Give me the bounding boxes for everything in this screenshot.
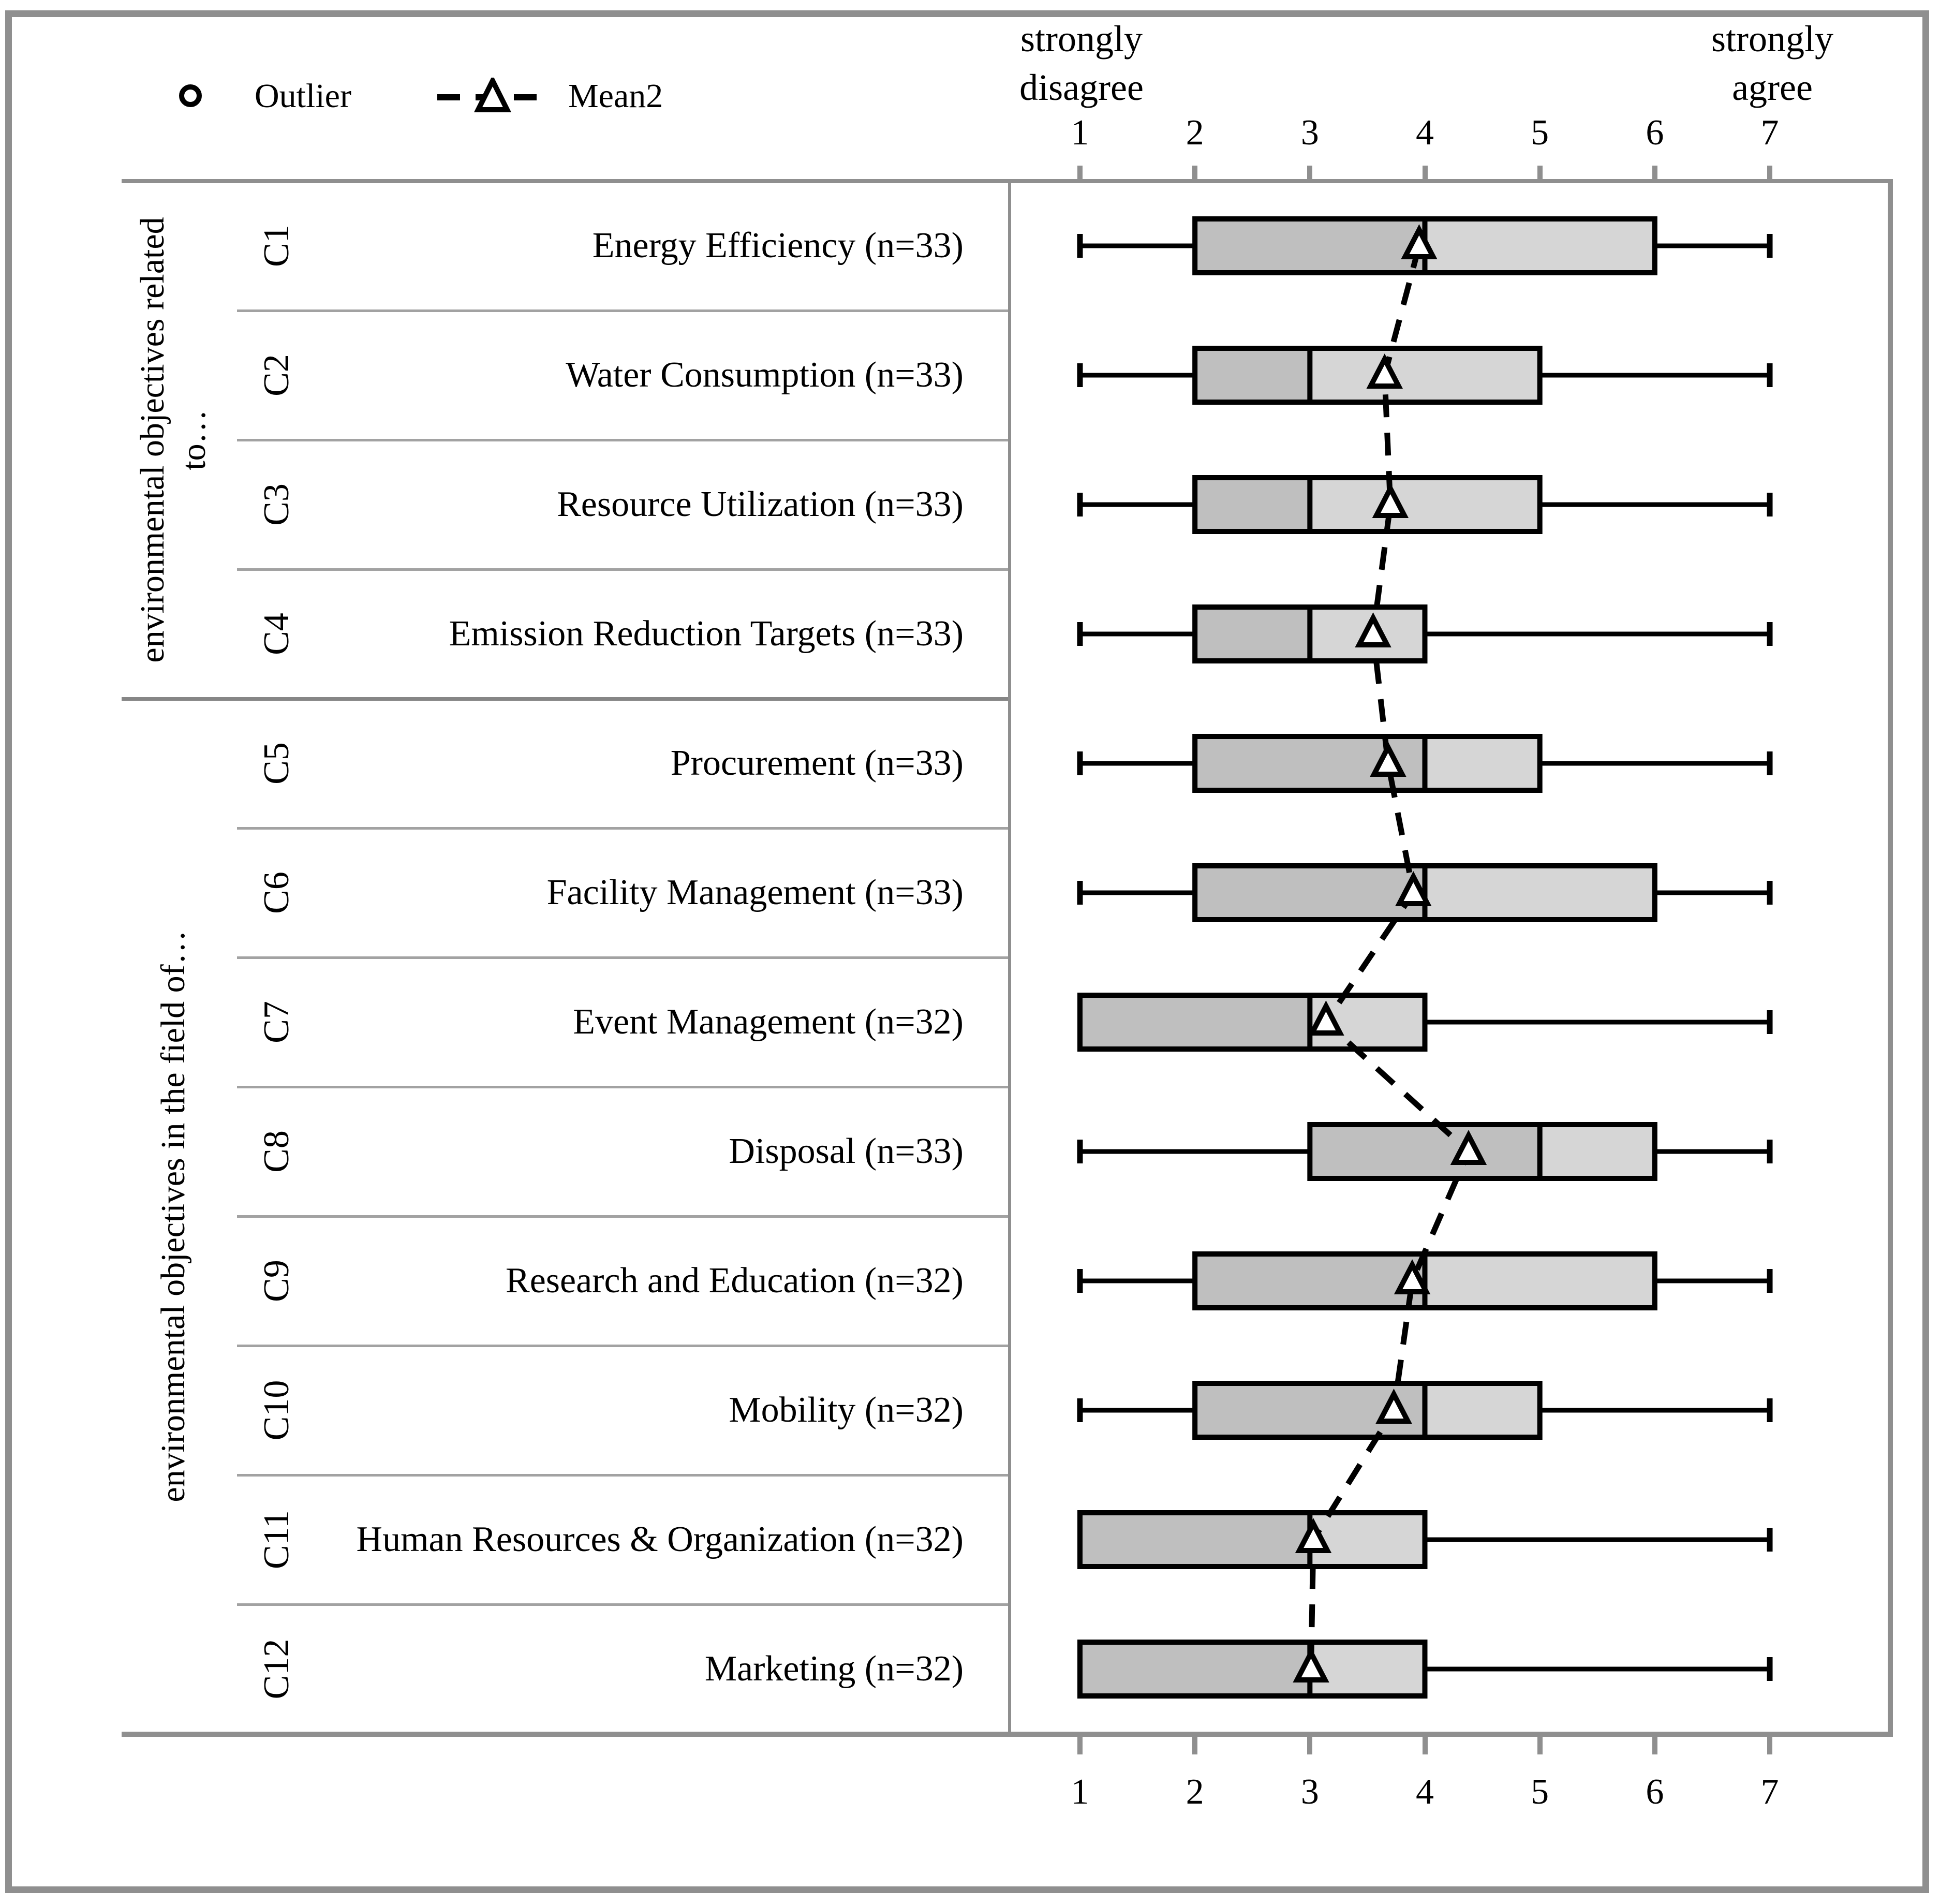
axis-tick-mark: [1652, 166, 1657, 179]
mean-marker-triangle: [1375, 1389, 1412, 1424]
row-divider: [237, 956, 1008, 959]
plot-bottom-border: [122, 1732, 1893, 1737]
axis-tick-mark: [1077, 1737, 1083, 1754]
axis-tick-label: 6: [1646, 1772, 1664, 1812]
boxplot-row-C12: [1077, 1640, 1773, 1699]
mean-marker-triangle: [1308, 1000, 1344, 1036]
axis-tick-mark: [1422, 166, 1428, 179]
row-label: Facility Management (n=33): [546, 873, 964, 912]
mean-marker-triangle: [1370, 742, 1406, 777]
axis-tick-mark: [1307, 166, 1313, 179]
row-label: Procurement (n=33): [670, 743, 964, 783]
boxplot-row-C11: [1077, 1510, 1773, 1569]
row-label: Mobility (n=32): [729, 1390, 964, 1430]
mean-marker-triangle: [1295, 1518, 1332, 1553]
mean-marker-triangle: [1395, 871, 1432, 906]
row-divider: [237, 1215, 1008, 1218]
legend-mean-label: Mean2: [568, 77, 663, 115]
axis-tick-label: 7: [1760, 113, 1779, 153]
row-label: Water Consumption (n=33): [566, 355, 964, 395]
boxplot-row-C3: [1077, 475, 1773, 534]
axis-tick-label: 1: [1071, 113, 1089, 153]
group-divider: [122, 697, 1008, 701]
row-divider: [237, 1474, 1008, 1477]
boxplot-row-C10: [1077, 1381, 1773, 1440]
mean-line-icon: [437, 78, 549, 112]
axis-tick-label: 2: [1186, 113, 1204, 153]
boxplot-row-C6: [1077, 863, 1773, 922]
row-divider: [237, 1086, 1008, 1088]
axis-tick-label: 7: [1760, 1772, 1779, 1812]
mean-marker-triangle: [1293, 1647, 1329, 1682]
row-label: Disposal (n=33): [729, 1131, 964, 1171]
boxplot-row-C7: [1077, 993, 1773, 1052]
axis-tick-mark: [1192, 166, 1198, 179]
anchor-line: agree: [1732, 67, 1813, 108]
anchor-line: strongly: [1020, 18, 1143, 60]
axis-anchor-strongly-disagree: strongly disagree: [968, 14, 1195, 112]
axis-tick-label: 4: [1416, 1772, 1434, 1812]
row-label: Event Management (n=32): [573, 1002, 964, 1042]
axis-tick-label: 3: [1300, 113, 1319, 153]
axis-tick-mark: [1192, 1737, 1198, 1754]
axis-anchor-strongly-agree: strongly agree: [1658, 14, 1886, 112]
row-label: Energy Efficiency (n=33): [592, 226, 964, 265]
boxplot-row-C8: [1077, 1122, 1773, 1181]
anchor-line: strongly: [1711, 18, 1833, 60]
mean-marker-triangle: [1372, 483, 1409, 518]
axis-tick-label: 4: [1416, 113, 1434, 153]
axis-tick-mark: [1652, 1737, 1657, 1754]
figure-frame: [5, 10, 1929, 1893]
axis-tick-label: 3: [1300, 1772, 1319, 1812]
boxplot-row-C2: [1077, 346, 1773, 405]
axis-tick-label: 5: [1531, 1772, 1549, 1812]
axis-tick-mark: [1537, 166, 1543, 179]
mean-marker-triangle: [1401, 224, 1438, 259]
mean-marker-triangle: [1394, 1259, 1431, 1294]
mean-line: [1308, 245, 1472, 1670]
axis-tick-label: 1: [1071, 1772, 1089, 1812]
boxplot-row-C9: [1077, 1251, 1773, 1310]
row-label: Resource Utilization (n=33): [557, 484, 964, 524]
axis-tick-mark: [1767, 166, 1773, 179]
axis-tick-mark: [1537, 1737, 1543, 1754]
row-label: Human Resources & Organization (n=32): [356, 1519, 964, 1559]
mean-marker-triangle: [1366, 353, 1403, 389]
row-label: Research and Education (n=32): [506, 1261, 964, 1301]
boxplot-row-C4: [1077, 604, 1773, 663]
axis-tick-mark: [1422, 1737, 1428, 1754]
row-divider: [237, 1345, 1008, 1347]
boxplot-row-C5: [1077, 734, 1773, 793]
mean-marker-triangle: [1450, 1130, 1487, 1165]
outlier-marker-icon: [179, 84, 202, 107]
row-divider: [237, 827, 1008, 830]
axis-tick-mark: [1307, 1737, 1313, 1754]
axis-tick-mark: [1767, 1737, 1773, 1754]
row-label: Emission Reduction Targets (n=33): [449, 614, 964, 654]
plot-top-border: [122, 179, 1893, 183]
plot-left-border: [1008, 179, 1011, 1737]
row-divider: [237, 309, 1008, 312]
axis-tick-mark: [1077, 166, 1083, 179]
mean-marker-triangle: [1355, 612, 1391, 647]
row-divider: [237, 439, 1008, 441]
plot-right-border: [1888, 179, 1893, 1737]
legend-outlier-label: Outlier: [255, 77, 351, 115]
anchor-line: disagree: [1019, 67, 1144, 108]
axis-tick-label: 2: [1186, 1772, 1204, 1812]
row-label: Marketing (n=32): [704, 1649, 964, 1689]
axis-tick-label: 6: [1646, 113, 1664, 153]
boxplot-row-C1: [1077, 216, 1773, 275]
axis-tick-label: 5: [1531, 113, 1549, 153]
row-divider: [237, 1603, 1008, 1606]
row-divider: [237, 568, 1008, 571]
